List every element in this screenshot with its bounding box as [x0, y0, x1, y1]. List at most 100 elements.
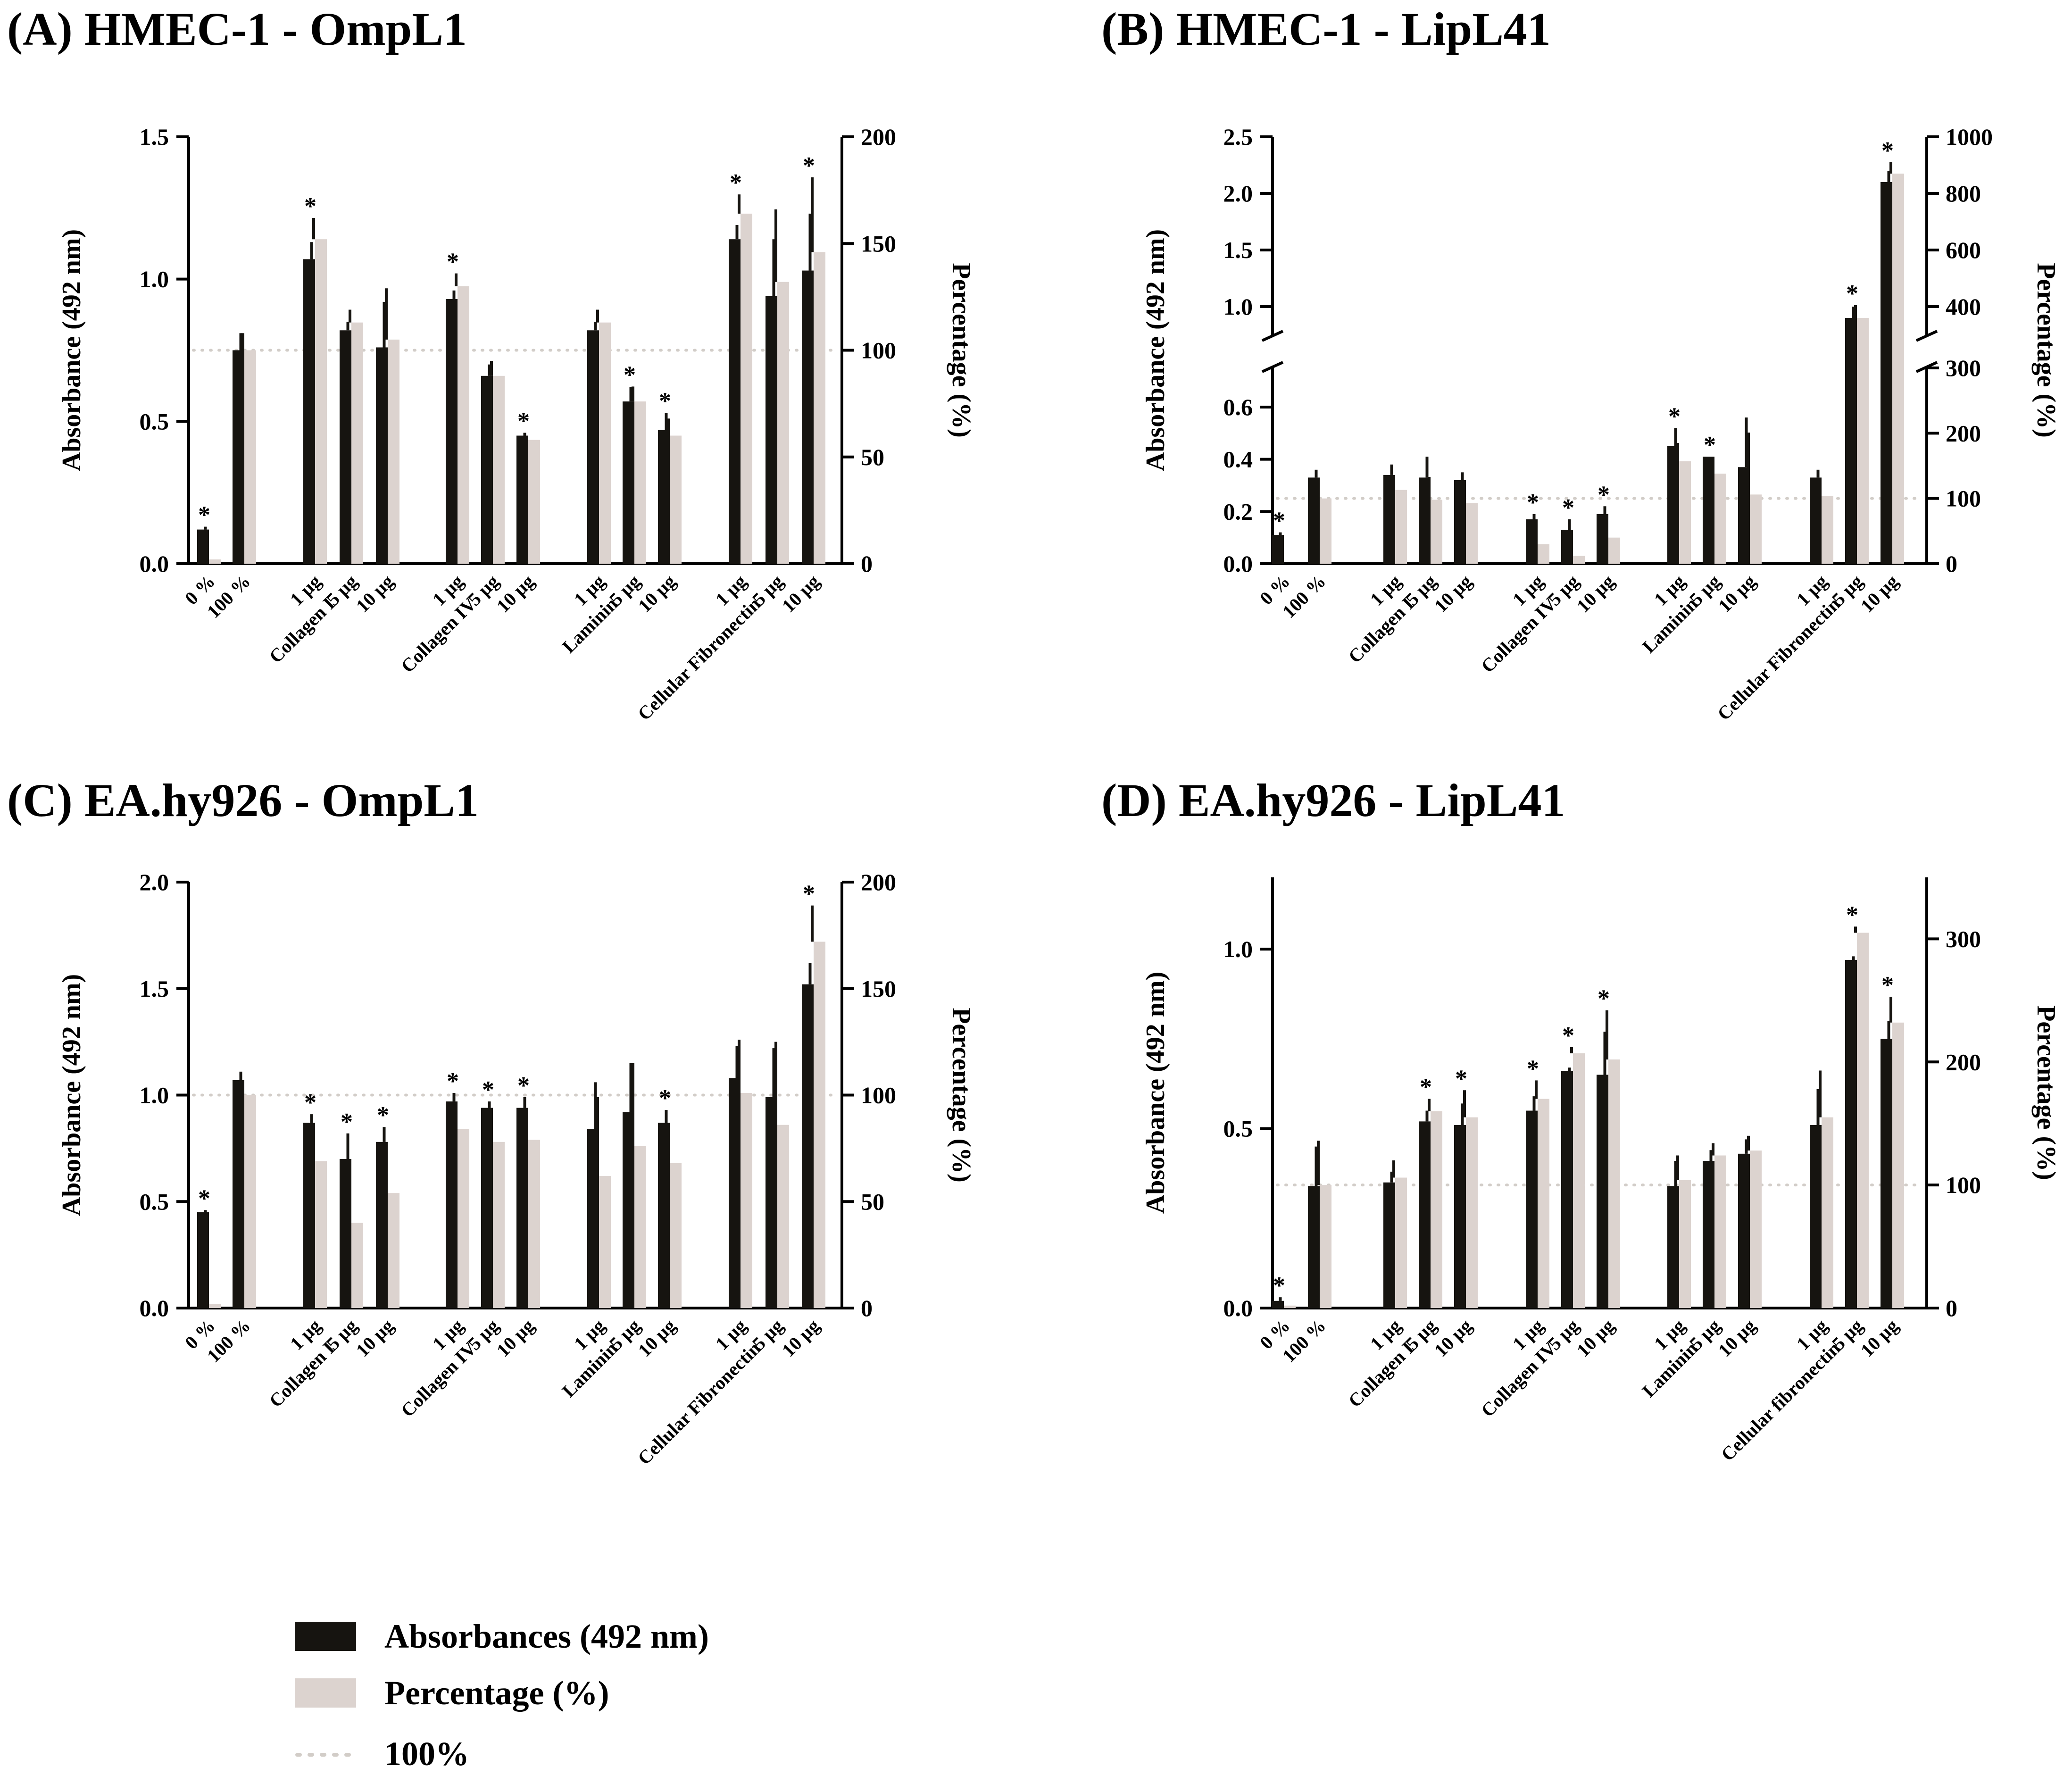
- panel-d-bar-absorbance: [1383, 1182, 1395, 1308]
- panel-a-right-tick-label: 100: [861, 337, 896, 364]
- panel-c-bar-percentage: [493, 1142, 505, 1308]
- panel-a-significance-star: *: [803, 152, 815, 179]
- panel-b-bar-absorbance: [1845, 318, 1857, 564]
- panel-d-significance-star: *: [1562, 1022, 1574, 1049]
- panel-b-left-tick-label: 0.4: [1223, 446, 1253, 473]
- panel-c-bar-absorbance: [376, 1142, 388, 1308]
- panel-d-bar-absorbance: [1703, 1161, 1714, 1308]
- panel-d-left-tick-label: 0.0: [1223, 1295, 1253, 1321]
- panel-a-bar-percentage: [209, 559, 221, 564]
- panel-b-significance-star: *: [1598, 481, 1610, 508]
- panel-b-group-label: Cellular Fibronectin: [1713, 593, 1844, 725]
- panel-d-bar-percentage: [1431, 1111, 1442, 1308]
- panel-a-significance-star: *: [517, 408, 530, 434]
- panel-b-right-tick-label: 800: [1946, 180, 1981, 207]
- panel-b-bar-percentage: [1608, 537, 1620, 564]
- panel-d-significance-star: *: [1598, 985, 1610, 1012]
- panel-d-bar-absorbance: [1561, 1071, 1573, 1308]
- panel-a-bar-percentage: [351, 322, 363, 564]
- panel-c-group-label: Cellular Fibronectin: [633, 1338, 765, 1469]
- panel-b-bar-absorbance: [1272, 535, 1284, 564]
- panel-c-bar-percentage: [741, 1092, 752, 1308]
- panel-b-chart: (B) HMEC-1 - LipL41 0.0 0.2 0.4 0.6 1.0 1.5 2.0…: [1101, 3, 2061, 725]
- panel-d-bar-percentage: [1395, 1177, 1407, 1308]
- panel-d-significance-star: *: [1846, 901, 1858, 928]
- panel-a-bar-absorbance: [802, 270, 814, 564]
- panel-a-bar-percentage: [493, 375, 505, 564]
- panel-b-right-tick-label: 0: [1946, 550, 1957, 577]
- panel-b-bar-percentage: [1857, 318, 1869, 564]
- panel-b-right-tick-label: 400: [1946, 293, 1981, 320]
- panel-a-bar-percentage: [599, 322, 611, 564]
- panel-a-bar-percentage: [634, 401, 646, 564]
- panel-b-break-mark-right-1: [1915, 330, 1938, 342]
- panel-c-bar-percentage: [670, 1163, 682, 1308]
- panel-d-bar-absorbance: [1845, 959, 1857, 1308]
- panel-c-y-axis-label: Absorbance (492 nm): [57, 974, 86, 1216]
- panel-c-bar-percentage: [599, 1176, 611, 1308]
- panel-a-significance-star: *: [198, 502, 210, 529]
- panel-c-right-tick-label: 0: [861, 1295, 873, 1321]
- panel-d-x-tick-label: 10 µg: [1714, 1315, 1760, 1361]
- panel-c-significance-star: *: [198, 1185, 210, 1212]
- panel-c-left-tick-label: 1.0: [140, 1082, 169, 1109]
- panel-a-bar-percentage: [458, 286, 469, 564]
- legend-label-percentage: Percentage (%): [384, 1674, 609, 1712]
- panel-d-significance-star: *: [1420, 1074, 1432, 1101]
- panel-b-significance-star: *: [1527, 489, 1539, 516]
- panel-a-bar-absorbance: [233, 350, 244, 564]
- panel-a-right-tick-label: 0: [861, 550, 873, 577]
- panel-d-significance-star: *: [1527, 1055, 1539, 1082]
- panel-b-bar-percentage: [1431, 500, 1442, 564]
- panel-a-bar-absorbance: [303, 259, 315, 564]
- panel-c-significance-star: *: [447, 1068, 459, 1095]
- panel-b-x-tick-label: 10 µg: [1573, 571, 1619, 617]
- panel-d-right-tick-label: 0: [1946, 1295, 1957, 1321]
- panel-c-bar-percentage: [814, 942, 825, 1308]
- panel-b-bar-percentage: [1892, 174, 1904, 564]
- panel-a-bar-absorbance: [623, 401, 634, 564]
- panel-c-x-tick-label: 10 µg: [352, 1315, 398, 1361]
- panel-c-bar-percentage: [634, 1146, 646, 1308]
- panel-b-significance-star: *: [1668, 403, 1681, 430]
- panel-d-x-tick-label: 10 µg: [1573, 1315, 1619, 1361]
- panel-b-significance-star: *: [1704, 432, 1716, 459]
- panel-c-bar-percentage: [388, 1193, 399, 1308]
- panel-c-significance-star: *: [304, 1089, 316, 1116]
- panel-c-bar-percentage: [209, 1303, 221, 1308]
- panel-a-y-axis-label: Absorbance (492 nm): [57, 229, 86, 471]
- panel-d-bar-absorbance: [1667, 1186, 1679, 1308]
- panel-a-y2-axis-label: Percentage (%): [947, 263, 976, 438]
- panel-d-bar-percentage: [1714, 1155, 1726, 1308]
- panel-c-left-tick-label: 0.0: [140, 1295, 169, 1321]
- panel-b-bar-percentage: [1714, 474, 1726, 564]
- panel-c-x-tick-label: 10 µg: [492, 1315, 539, 1361]
- panel-b-bar-absorbance: [1561, 530, 1573, 564]
- panel-c-significance-star: *: [659, 1085, 671, 1112]
- panel-c-bar-absorbance: [766, 1097, 777, 1308]
- panel-b-bar-percentage: [1679, 461, 1691, 564]
- legend-label-absorbance: Absorbances (492 nm): [384, 1617, 709, 1655]
- panel-a-x-tick-label: 10 µg: [492, 571, 539, 617]
- legend: Absorbances (492 nm) Percentage (%) 100%: [295, 1617, 709, 1773]
- panel-c-significance-star: *: [803, 881, 815, 908]
- panel-c-bar-absorbance: [446, 1101, 458, 1308]
- panel-a-left-tick-label: 0.5: [140, 408, 169, 434]
- panel-a-significance-star: *: [730, 169, 742, 196]
- panel-a-bar-absorbance: [729, 239, 741, 564]
- panel-b-break-mark-left-1: [1261, 330, 1284, 342]
- panel-a-significance-star: *: [659, 388, 671, 415]
- panel-b-bar-percentage: [1320, 498, 1331, 564]
- panel-d-bar-absorbance: [1419, 1121, 1431, 1308]
- panel-b-left-tick-label: 1.0: [1223, 293, 1253, 320]
- panel-d-bar-absorbance: [1597, 1075, 1608, 1308]
- panel-b-left-tick-label: 0.0: [1223, 550, 1253, 577]
- panel-a-bar-absorbance: [376, 347, 388, 564]
- panel-b-significance-star: *: [1562, 494, 1574, 521]
- panel-b-x-tick-label: 10 µg: [1856, 571, 1903, 617]
- panel-c-significance-star: *: [482, 1076, 494, 1103]
- panel-a-x-tick-label: 10 µg: [352, 571, 398, 617]
- panel-c-right-tick-label: 50: [861, 1188, 884, 1215]
- panel-d-significance-star: *: [1455, 1065, 1467, 1092]
- panel-b-right-tick-label: 600: [1946, 237, 1981, 263]
